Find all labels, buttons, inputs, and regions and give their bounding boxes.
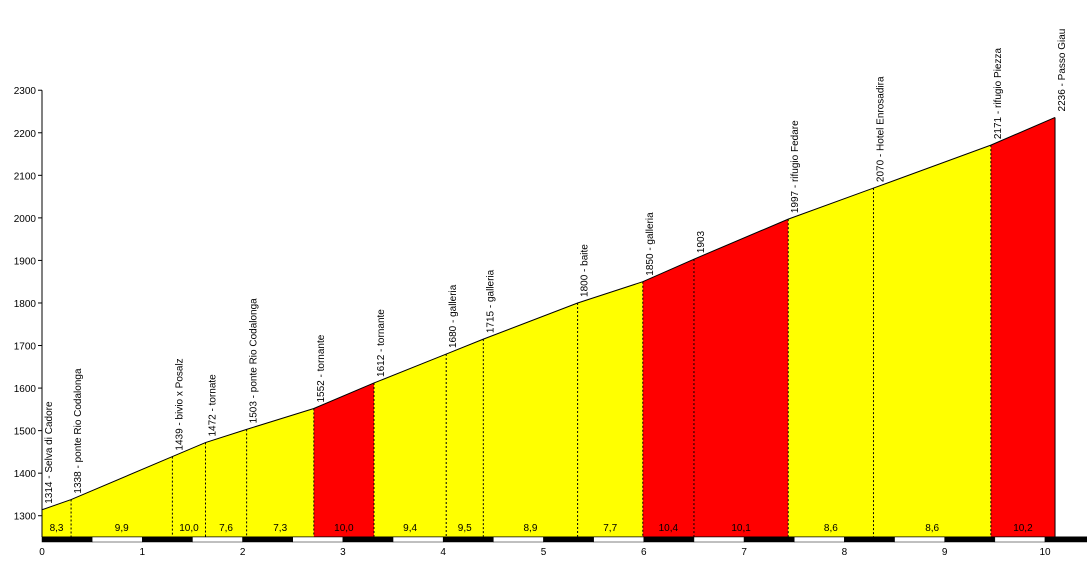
y-tick-label: 1900 [14,256,37,267]
gradient-label: 10,2 [1013,523,1033,534]
y-tick-label: 2300 [14,86,37,97]
km-scale-block [292,536,344,543]
x-tick-label: 7 [741,547,747,558]
profile-line [41,116,1056,511]
y-axis: 1300 1400 1500 1600 1700 1800 1900 2000 2100 2200… [14,86,43,537]
km-scale-block [543,536,594,543]
y-tick-label: 2200 [14,129,37,140]
km-scale-block [342,536,394,543]
segment-dividers [70,117,1056,537]
gradient-label: 9,5 [458,523,472,534]
gradient-label: 9,9 [115,523,129,534]
x-tick-label: 1 [140,547,146,558]
km-scale-block [944,536,996,543]
gradient-segment [642,259,694,537]
km-scale-block [493,536,544,543]
x-tick-label: 4 [440,547,446,558]
point-label: 1314 - Selva di Cadore [44,401,55,504]
gradient-label: 7,7 [603,523,617,534]
km-scale-block [994,536,1046,543]
gradient-segment [373,354,447,537]
y-tick-label: 1300 [14,512,37,523]
x-axis: 0 1 2 3 4 5 6 7 8 9 10 [39,536,1087,558]
gradient-segment [313,382,374,537]
point-label: 1612 - tornante [376,309,387,377]
point-label: 1715 - galleria [485,269,496,333]
point-label: 1997 - rifugio Fedare [790,120,801,213]
y-tick-label: 1800 [14,299,37,310]
gradient-label: 9,4 [403,523,417,534]
gradient-segment [483,302,578,537]
point-label: 2171 - rifugio Piezza [993,48,1004,140]
point-label: 1439 - bivio x Posalz [174,358,185,450]
point-label: 1800 - baite [580,244,591,297]
x-tick-label: 8 [842,547,848,558]
km-scale-block [242,536,294,543]
point-label: 1503 - ponte Rio Codalonga [249,298,260,424]
km-scale-block [794,536,845,543]
km-scale-block [192,536,243,543]
gradient-segment [693,219,789,538]
gradient-segment [246,408,314,537]
km-scale-block [693,536,745,543]
gradient-label: 8,6 [824,523,838,534]
x-tick-label: 3 [340,547,346,558]
y-tick-label: 1400 [14,469,37,480]
x-tick-label: 5 [541,547,547,558]
gradient-labels: 8,3 9,9 10,0 7,6 7,3 10,0 9,4 9,5 8,9 7,7 10,4 10,1… [50,523,1034,534]
gradient-label: 10,0 [334,523,354,534]
point-labels: 1314 - Selva di Cadore 1338 - ponte Rio C… [44,29,1068,504]
km-scale-block [442,536,494,543]
km-scale-block [743,536,795,543]
y-tick-label: 1600 [14,384,37,395]
gradient-segment [172,442,206,537]
gradient-segment [205,429,247,537]
point-label: 2070 - Hotel Enrosadira [875,76,886,182]
point-label: 1552 - tornante [316,334,327,402]
gradient-segment [446,339,484,537]
gradient-label: 10,4 [659,523,679,534]
km-scale-block [844,536,895,543]
gradient-label: 10,0 [179,523,199,534]
gradient-segments [41,116,1056,538]
point-label: 1850 - galleria [645,212,656,276]
y-tick-label: 1500 [14,427,37,438]
km-scale-block [41,536,93,543]
gradient-segment [788,188,874,537]
point-label: 1472 - tornate [207,374,218,437]
x-tick-label: 10 [1039,547,1051,558]
gradient-label: 7,3 [273,523,287,534]
y-tick-label: 2000 [14,214,37,225]
km-scale-block [91,536,143,543]
gradient-label: 7,6 [219,523,233,534]
km-scale-block [1044,536,1087,543]
point-label: 1338 - ponte Rio Codalonga [73,368,84,494]
gradient-segment [577,281,643,537]
point-label: 1903 [696,230,707,253]
gradient-label: 8,9 [524,523,538,534]
x-tick-label: 2 [240,547,246,558]
y-tick-label: 1700 [14,342,37,353]
gradient-label: 8,6 [925,523,939,534]
km-scale-block [593,536,645,543]
km-scale-block [392,536,444,543]
gradient-segment [42,499,72,537]
km-scale-block [142,536,193,543]
gradient-label: 8,3 [50,523,64,534]
gradient-segment [990,117,1056,537]
gradient-label: 10,1 [731,523,751,534]
x-tick-label: 9 [942,547,948,558]
y-tick-label: 2100 [14,171,37,182]
point-label: 1680 - galleria [448,284,459,348]
point-label: 2236 - Passo Giau [1057,29,1068,112]
km-scale-block [894,536,945,543]
km-scale-block [643,536,695,543]
gradient-segment [71,456,173,537]
x-tick-label: 6 [641,547,647,558]
gradient-segment [873,145,991,537]
x-tick-label: 0 [39,547,45,558]
